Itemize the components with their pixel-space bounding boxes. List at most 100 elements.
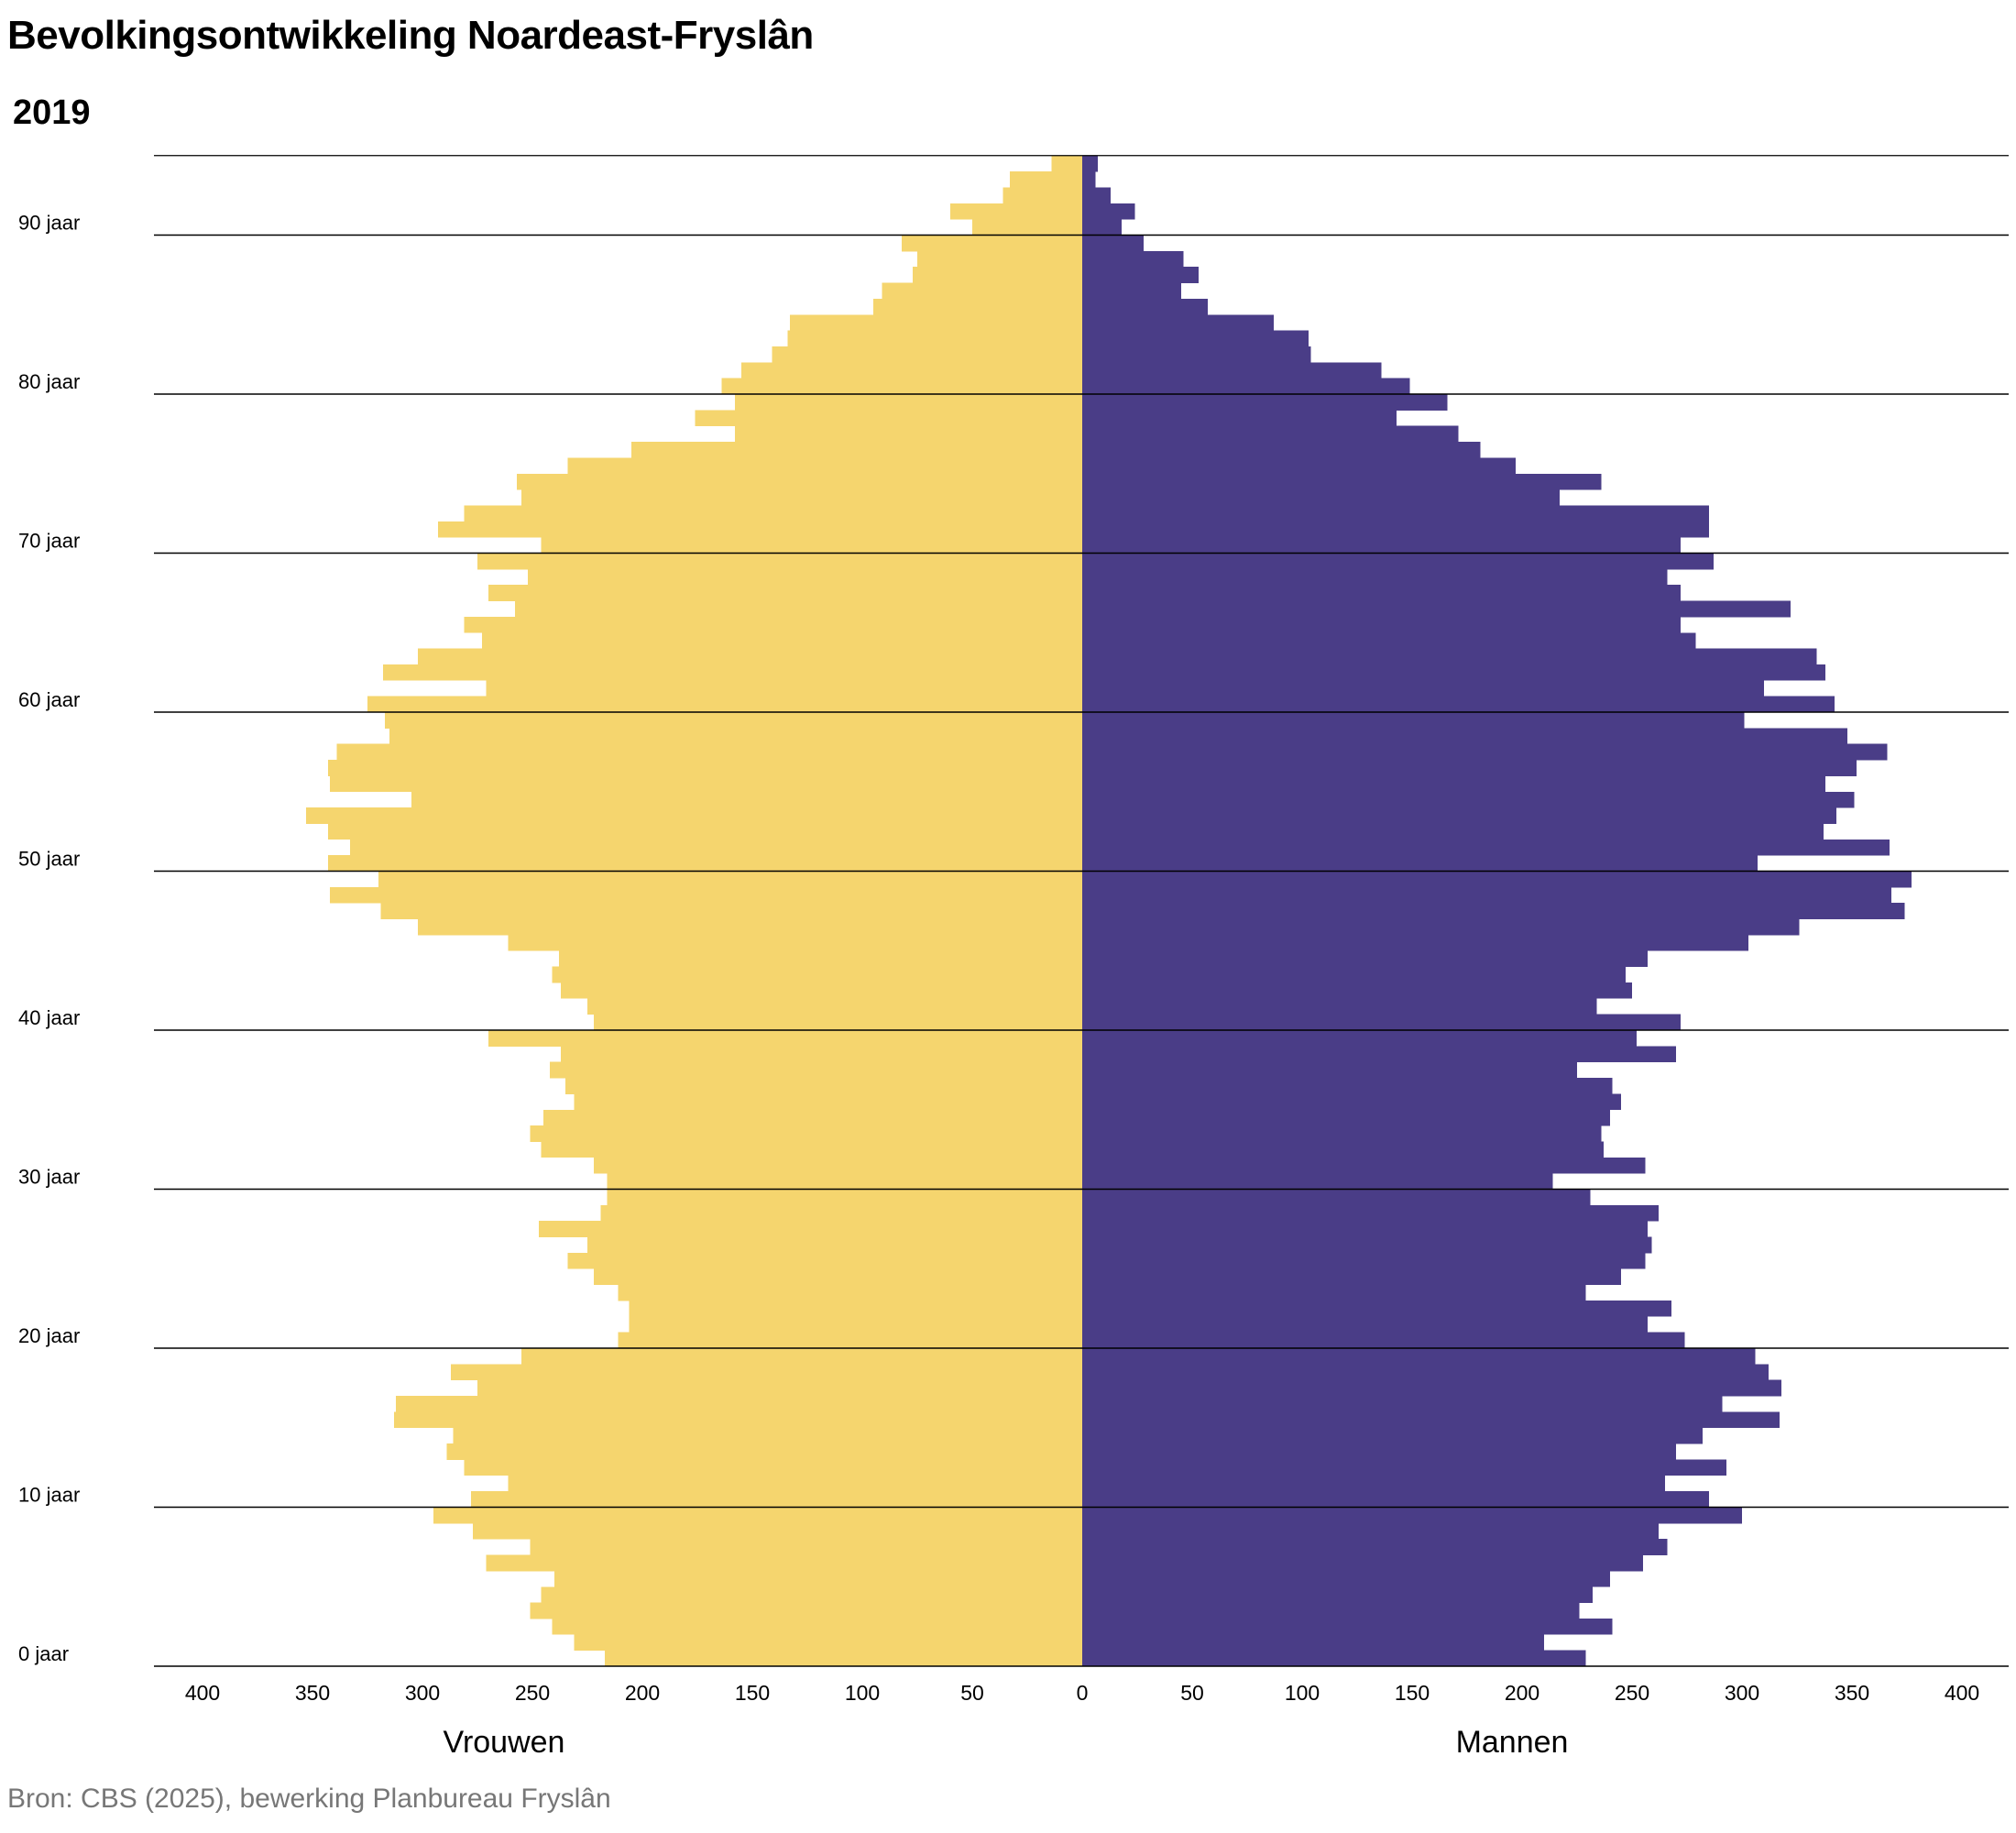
men-bar-age-54 — [1082, 791, 1855, 808]
women-bar-age-21 — [629, 1316, 1082, 1334]
men-bar-age-66 — [1082, 600, 1791, 618]
men-bar-age-50 — [1082, 855, 1758, 872]
men-bar-age-71 — [1082, 521, 1709, 538]
x-tick-label-men-350: 350 — [1835, 1681, 1869, 1705]
age-label-70: 70 jaar — [18, 530, 80, 553]
men-bar-age-17 — [1082, 1379, 1782, 1397]
men-bar-age-1 — [1082, 1634, 1544, 1652]
men-bar-age-37 — [1082, 1061, 1577, 1079]
women-bar-age-85 — [873, 298, 1082, 315]
men-bar-age-80 — [1082, 378, 1410, 395]
women-bar-age-2 — [552, 1618, 1082, 1635]
women-bar-age-26 — [587, 1236, 1082, 1254]
men-bar-age-63 — [1082, 648, 1817, 665]
women-bar-age-56 — [327, 760, 1082, 776]
women-bar-age-54 — [411, 791, 1082, 808]
men-bar-age-30 — [1082, 1173, 1553, 1190]
men-bar-age-41 — [1082, 998, 1597, 1015]
women-bar-age-13 — [446, 1443, 1082, 1460]
women-bar-age-48 — [330, 886, 1082, 904]
men-bar-age-93 — [1082, 171, 1096, 188]
women-bar-age-57 — [336, 743, 1082, 761]
women-bar-age-10 — [470, 1491, 1082, 1508]
women-bar-age-51 — [349, 839, 1082, 856]
men-bar-age-24 — [1082, 1268, 1621, 1285]
women-bar-age-68 — [528, 568, 1082, 586]
men-bar-age-51 — [1082, 839, 1890, 856]
women-bar-age-4 — [541, 1586, 1082, 1603]
women-bar-age-74 — [517, 473, 1082, 490]
x-tick-label-women-300: 300 — [405, 1681, 440, 1705]
women-bar-age-11 — [508, 1475, 1082, 1492]
men-bar-age-15 — [1082, 1411, 1780, 1429]
women-bar-age-84 — [789, 314, 1082, 331]
women-bar-age-47 — [380, 903, 1082, 919]
men-bar-age-79 — [1082, 394, 1448, 411]
x-tick-label-men-300: 300 — [1725, 1681, 1759, 1705]
women-bar-age-8 — [473, 1522, 1082, 1540]
men-bar-age-12 — [1082, 1459, 1727, 1476]
men-bar-age-81 — [1082, 362, 1382, 379]
men-bar-age-75 — [1082, 457, 1516, 475]
men-bar-age-10 — [1082, 1491, 1709, 1508]
men-bar-age-40 — [1082, 1014, 1681, 1031]
age-label-10: 10 jaar — [18, 1484, 80, 1507]
age-label-0: 0 jaar — [18, 1642, 69, 1665]
men-bar-age-4 — [1082, 1586, 1593, 1603]
men-bar-age-48 — [1082, 886, 1892, 904]
x-tick-label-men-50: 50 — [1180, 1681, 1204, 1705]
age-label-90: 90 jaar — [18, 212, 80, 235]
women-bar-age-77 — [734, 425, 1082, 443]
women-bar-age-12 — [464, 1459, 1083, 1476]
women-bar-age-42 — [561, 982, 1082, 999]
women-bar-age-31 — [594, 1157, 1082, 1174]
women-bar-age-73 — [521, 489, 1082, 506]
women-bar-age-62 — [382, 664, 1082, 681]
men-bar-age-90 — [1082, 219, 1123, 236]
women-bar-age-39 — [488, 1030, 1082, 1047]
men-bar-age-83 — [1082, 330, 1309, 347]
women-bar-age-81 — [741, 362, 1082, 379]
men-bar-age-69 — [1082, 553, 1714, 570]
men-bar-age-77 — [1082, 425, 1459, 443]
women-bar-age-58 — [389, 728, 1082, 745]
women-bar-age-45 — [508, 934, 1082, 951]
men-bar-age-92 — [1082, 187, 1112, 204]
x-tick-label-men-250: 250 — [1615, 1681, 1649, 1705]
women-bar-age-38 — [561, 1046, 1082, 1063]
men-bar-age-16 — [1082, 1396, 1723, 1412]
men-bar-age-64 — [1082, 632, 1696, 649]
women-bar-age-14 — [453, 1427, 1083, 1444]
women-bar-age-18 — [451, 1364, 1082, 1381]
men-bar-age-87 — [1082, 267, 1200, 283]
men-bar-age-52 — [1082, 823, 1824, 840]
age-label-40: 40 jaar — [18, 1006, 80, 1029]
x-tick-label-men-100: 100 — [1285, 1681, 1320, 1705]
women-bar-age-65 — [464, 616, 1083, 633]
x-tick-label-men-150: 150 — [1395, 1681, 1430, 1705]
men-bar-age-94 — [1082, 155, 1098, 172]
men-bar-age-18 — [1082, 1364, 1769, 1381]
women-bar-age-17 — [477, 1379, 1082, 1397]
women-bar-age-64 — [481, 632, 1082, 649]
men-bar-age-3 — [1082, 1602, 1580, 1619]
women-bar-age-59 — [385, 712, 1082, 729]
women-bar-age-34 — [543, 1109, 1082, 1126]
men-bar-age-58 — [1082, 728, 1848, 745]
women-bar-age-90 — [972, 219, 1082, 236]
men-bar-age-76 — [1082, 442, 1481, 458]
men-bar-age-11 — [1082, 1475, 1665, 1492]
men-bar-age-39 — [1082, 1030, 1637, 1047]
x-tick-label-women-200: 200 — [625, 1681, 660, 1705]
women-bar-age-71 — [437, 521, 1082, 538]
women-bar-age-15 — [393, 1411, 1082, 1429]
men-bar-age-60 — [1082, 696, 1835, 713]
x-tick-label-women-250: 250 — [515, 1681, 550, 1705]
men-bar-age-53 — [1082, 807, 1837, 824]
men-bar-age-0 — [1082, 1650, 1586, 1667]
women-bar-age-24 — [594, 1268, 1082, 1285]
men-bar-age-59 — [1082, 712, 1745, 729]
men-bar-age-32 — [1082, 1141, 1604, 1158]
men-bar-age-62 — [1082, 664, 1826, 681]
age-label-30: 30 jaar — [18, 1166, 80, 1189]
